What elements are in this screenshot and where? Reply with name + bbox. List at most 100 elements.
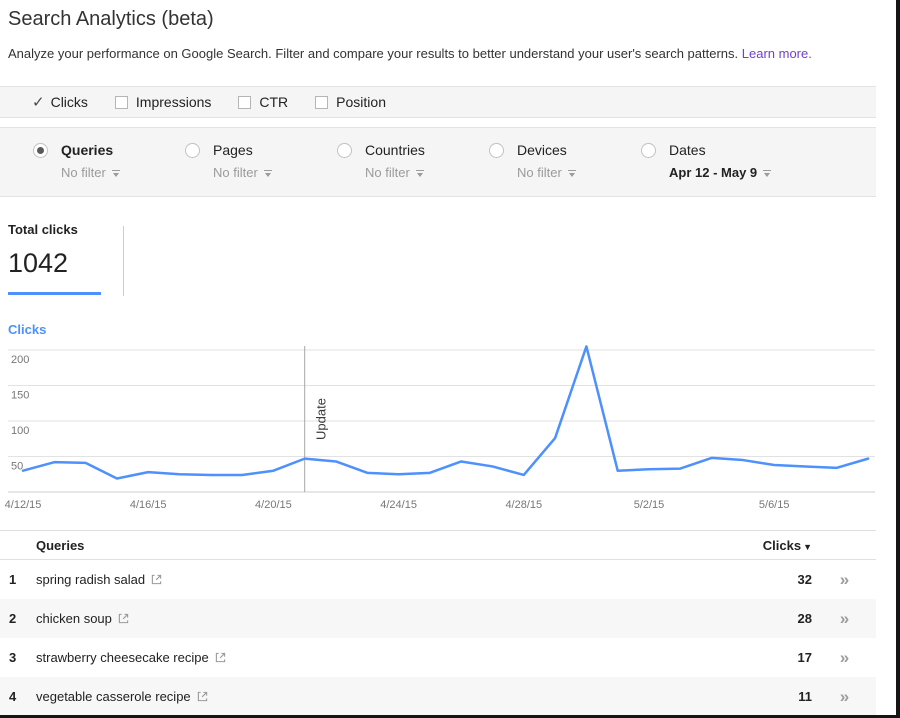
query-text[interactable]: strawberry cheesecake recipe xyxy=(36,650,209,665)
checkbox-empty-icon xyxy=(114,95,128,109)
clicks-chart: 50 100 150 200 4/12/15 4/16/15 4/20/15 4/24/15 4… xyxy=(5,344,875,516)
filter-caret-icon xyxy=(112,170,120,177)
x-tick-label: 4/12/15 xyxy=(5,499,42,511)
x-tick-label: 4/28/15 xyxy=(505,499,542,511)
metric-toggle-position[interactable]: Position xyxy=(315,94,386,110)
external-link-icon[interactable] xyxy=(118,613,129,624)
expand-row-icon[interactable]: » xyxy=(839,569,850,589)
row-clicks: 11 xyxy=(798,689,812,704)
expand-row-icon[interactable]: » xyxy=(839,686,850,706)
dimension-radio-dates[interactable]: Dates xyxy=(641,142,793,158)
x-tick-label: 4/20/15 xyxy=(255,499,292,511)
external-link-icon[interactable] xyxy=(215,652,226,663)
clicks-chart-svg: 50 100 150 200 4/12/15 4/16/15 4/20/15 4/24/15 4… xyxy=(5,345,875,511)
check-icon: ✓ xyxy=(32,94,45,111)
x-tick-label: 5/6/15 xyxy=(759,499,790,511)
filter-dropdown-countries[interactable]: No filter xyxy=(365,165,489,180)
dimension-radio-pages[interactable]: Pages xyxy=(185,142,337,158)
metric-toggle-ctr[interactable]: CTR xyxy=(238,94,288,110)
filter-caret-icon xyxy=(264,170,272,177)
checkbox-empty-icon xyxy=(315,95,329,109)
dimension-pages: Pages No filter xyxy=(185,142,337,196)
dimension-label: Devices xyxy=(517,142,567,158)
row-rank: 1 xyxy=(9,572,17,587)
metric-label: Position xyxy=(336,94,386,110)
dimension-label: Dates xyxy=(669,142,706,158)
row-query-cell: strawberry cheesecake recipe xyxy=(36,650,756,665)
dimension-radio-devices[interactable]: Devices xyxy=(489,142,641,158)
queries-table: Queries Clicks ▼ 1 spring radish salad 32 » 2… xyxy=(0,530,876,716)
metric-toggle-clicks[interactable]: ✓ Clicks xyxy=(32,93,88,111)
x-tick-label: 4/16/15 xyxy=(130,499,167,511)
dimension-dates: Dates Apr 12 - May 9 xyxy=(641,142,793,196)
table-row[interactable]: 2 chicken soup 28 » xyxy=(0,599,876,638)
radio-empty-icon xyxy=(489,142,504,158)
filter-dropdown-pages[interactable]: No filter xyxy=(213,165,337,180)
description-text: Analyze your performance on Google Searc… xyxy=(8,46,739,61)
checkbox-empty-icon xyxy=(238,95,252,109)
total-clicks-label: Total clicks xyxy=(8,222,78,237)
update-annotation-label: Update xyxy=(314,398,329,440)
row-query-cell: vegetable casserole recipe xyxy=(36,689,756,704)
row-clicks: 17 xyxy=(797,650,812,665)
total-clicks-underline xyxy=(8,292,101,295)
y-tick-label: 150 xyxy=(11,390,29,402)
row-rank: 3 xyxy=(9,650,17,665)
filter-dropdown-devices[interactable]: No filter xyxy=(517,165,641,180)
clicks-line-series xyxy=(21,345,870,480)
filter-caret-icon xyxy=(568,170,576,177)
row-clicks: 32 xyxy=(797,572,812,587)
metrics-toolbar: ✓ Clicks Impressions CTR Position xyxy=(0,86,876,118)
total-clicks-value: 1042 xyxy=(8,248,69,278)
radio-selected-icon xyxy=(33,142,48,158)
summary-divider xyxy=(123,226,124,296)
clicks-sort-header[interactable]: Clicks ▼ xyxy=(762,537,812,553)
table-row[interactable]: 4 vegetable casserole recipe 11 » xyxy=(0,677,876,716)
x-tick-label: 5/2/15 xyxy=(634,499,665,511)
row-query-cell: chicken soup xyxy=(36,611,756,626)
page-description: Analyze your performance on Google Searc… xyxy=(8,46,812,61)
expand-row-icon[interactable]: » xyxy=(839,647,850,667)
radio-empty-icon xyxy=(337,142,352,158)
table-row[interactable]: 3 strawberry cheesecake recipe 17 » xyxy=(0,638,876,677)
page-title: Search Analytics (beta) xyxy=(8,8,214,30)
filter-dropdown-queries[interactable]: No filter xyxy=(61,165,185,180)
external-link-icon[interactable] xyxy=(197,691,208,702)
dimension-queries: Queries No filter xyxy=(33,142,185,196)
dimension-label: Pages xyxy=(213,142,253,158)
filter-caret-icon xyxy=(763,170,771,177)
metric-label: Clicks xyxy=(50,94,88,110)
query-text[interactable]: chicken soup xyxy=(36,611,112,626)
metric-toggle-impressions[interactable]: Impressions xyxy=(114,94,212,110)
filter-dropdown-dates[interactable]: Apr 12 - May 9 xyxy=(669,165,793,180)
y-tick-label: 50 xyxy=(11,461,23,473)
radio-empty-icon xyxy=(185,142,200,158)
row-clicks: 28 xyxy=(797,611,812,626)
dimension-countries: Countries No filter xyxy=(337,142,489,196)
filter-caret-icon xyxy=(416,170,424,177)
metric-label: CTR xyxy=(259,94,289,110)
window-border-right xyxy=(896,0,900,718)
queries-header: Queries xyxy=(36,537,85,553)
radio-empty-icon xyxy=(641,142,656,158)
queries-table-body: 1 spring radish salad 32» 2 chicken soup 28» 3… xyxy=(0,560,876,716)
dimension-radio-countries[interactable]: Countries xyxy=(337,142,489,158)
dimension-label: Countries xyxy=(365,142,425,158)
row-rank: 4 xyxy=(9,689,17,704)
chart-series-label: Clicks xyxy=(8,322,47,337)
table-row[interactable]: 1 spring radish salad 32 » xyxy=(0,560,876,599)
dimension-radio-queries[interactable]: Queries xyxy=(33,142,185,158)
window-border-bottom xyxy=(0,715,900,718)
expand-row-icon[interactable]: » xyxy=(839,608,850,628)
metric-label: Impressions xyxy=(135,94,212,110)
table-header-row: Queries Clicks ▼ xyxy=(0,530,876,560)
query-text[interactable]: vegetable casserole recipe xyxy=(36,689,191,704)
dimensions-toolbar: Queries No filter Pages No filter Countr… xyxy=(0,127,876,197)
row-query-cell: spring radish salad xyxy=(36,572,756,587)
query-text[interactable]: spring radish salad xyxy=(36,572,146,587)
sort-desc-icon: ▼ xyxy=(803,541,812,552)
external-link-icon[interactable] xyxy=(151,574,162,585)
y-tick-label: 200 xyxy=(11,354,29,366)
learn-more-link[interactable]: Learn more. xyxy=(741,46,812,61)
